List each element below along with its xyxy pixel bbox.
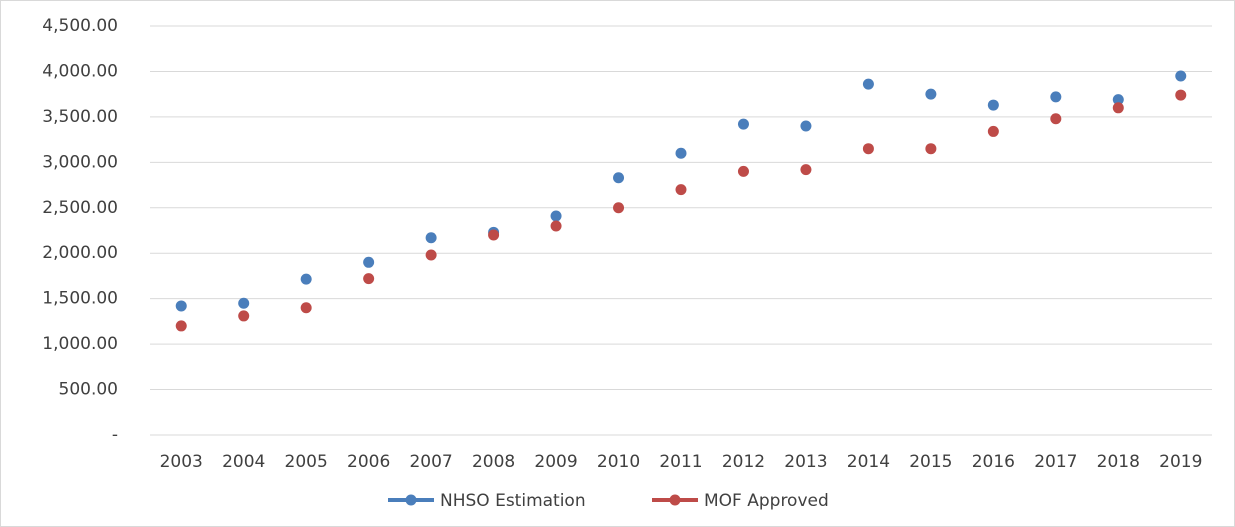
point xyxy=(987,99,999,111)
point xyxy=(613,172,625,184)
point xyxy=(1050,91,1062,103)
legend-marker xyxy=(669,494,681,506)
point xyxy=(238,310,250,322)
point xyxy=(425,249,437,261)
point xyxy=(488,229,500,241)
y-tick-label: 1,500.00 xyxy=(42,289,118,309)
legend-label: MOF Approved xyxy=(704,491,829,511)
x-tick-label: 2018 xyxy=(1097,452,1140,472)
x-tick-label: 2014 xyxy=(847,452,890,472)
x-tick-label: 2007 xyxy=(409,452,452,472)
point xyxy=(800,164,812,176)
x-tick-label: 2004 xyxy=(222,452,265,472)
y-tick-label: 4,000.00 xyxy=(42,61,118,81)
point xyxy=(862,78,874,90)
x-tick-label: 2013 xyxy=(784,452,827,472)
x-tick-label: 2017 xyxy=(1034,452,1077,472)
point xyxy=(550,220,562,232)
legend-label: NHSO Estimation xyxy=(440,491,586,511)
point xyxy=(987,125,999,137)
y-tick-label: 500.00 xyxy=(59,380,118,400)
point xyxy=(925,88,937,100)
x-tick-label: 2010 xyxy=(597,452,640,472)
y-tick-label: 3,500.00 xyxy=(42,107,118,127)
point xyxy=(800,120,812,132)
point xyxy=(1175,89,1187,101)
y-tick-label: 3,000.00 xyxy=(42,152,118,172)
legend-marker xyxy=(405,494,417,506)
point xyxy=(363,256,375,268)
x-tick-label: 2012 xyxy=(722,452,765,472)
point xyxy=(925,143,937,155)
point xyxy=(613,202,625,214)
point xyxy=(1112,94,1124,106)
x-tick-label: 2011 xyxy=(659,452,702,472)
y-tick-label: 2,500.00 xyxy=(42,198,118,218)
x-tick-label: 2015 xyxy=(909,452,952,472)
point xyxy=(1050,113,1062,125)
point xyxy=(300,273,312,285)
x-tick-label: 2009 xyxy=(534,452,577,472)
point xyxy=(425,232,437,244)
point xyxy=(363,273,375,285)
y-tick-label: 2,000.00 xyxy=(42,243,118,263)
point xyxy=(300,302,312,314)
point xyxy=(550,210,562,222)
point xyxy=(737,165,749,177)
x-tick-label: 2019 xyxy=(1159,452,1202,472)
y-tick-label: - xyxy=(112,425,118,445)
x-tick-label: 2005 xyxy=(285,452,328,472)
point xyxy=(862,143,874,155)
point xyxy=(175,300,187,312)
y-tick-label: 4,500.00 xyxy=(42,16,118,36)
point xyxy=(675,147,687,159)
point xyxy=(737,118,749,130)
x-tick-label: 2016 xyxy=(972,452,1015,472)
point xyxy=(675,184,687,196)
x-tick-label: 2003 xyxy=(160,452,203,472)
point xyxy=(175,320,187,332)
point xyxy=(1175,70,1187,82)
point xyxy=(1112,102,1124,114)
point xyxy=(238,297,250,309)
x-tick-label: 2008 xyxy=(472,452,515,472)
x-tick-label: 2006 xyxy=(347,452,390,472)
y-tick-label: 1,000.00 xyxy=(42,334,118,354)
